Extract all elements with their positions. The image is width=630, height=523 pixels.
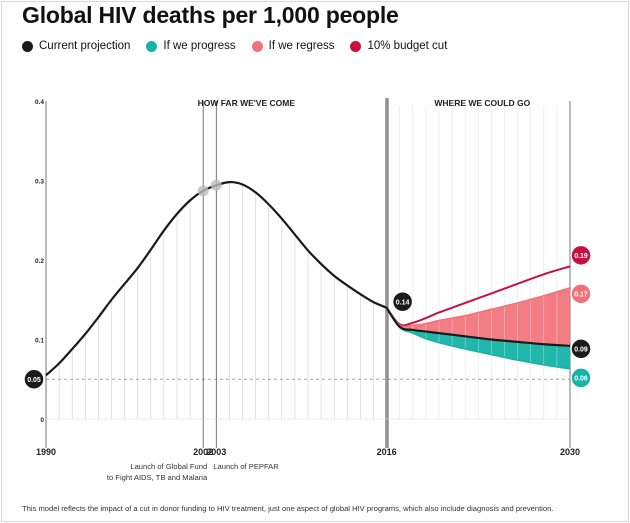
y-tick-label: 0 [40,417,44,424]
value-label-circle [391,290,414,313]
legend-dot [251,40,263,52]
legend-dot [146,40,158,52]
footnote: This model reflects the impact of a cut … [22,504,554,513]
x-tick-label: 1990 [36,447,56,457]
legend: Current projection If we progress If we … [22,40,447,52]
legend-dot [22,40,33,52]
milestone-marker [210,179,222,191]
series-line-progress [385,307,571,370]
legend-label: Current projection [39,40,131,52]
x-tick-label: 2003 [206,447,226,457]
y-tick-label: 0.2 [35,258,44,265]
legend-label: If we progress [163,40,236,52]
milestone-marker [197,185,209,197]
value-label: 0.14 [396,299,410,306]
legend-item: Current projection [22,40,130,52]
series-line-budget-cut [385,265,571,327]
annotation-text: Launch of PEPFAR [213,462,279,471]
value-label: 0.05 [27,377,41,384]
section-label: WHERE WE COULD GO [434,98,530,108]
value-label-circle [570,367,592,389]
value-label: 0.17 [574,291,588,298]
legend-label: 10% budget cut [367,40,448,52]
series-line-regress [385,287,571,328]
value-label-circle [570,338,592,360]
value-label-circle [570,283,592,305]
legend-item: 10% budget cut [350,40,447,52]
legend-dot [350,40,362,52]
x-tick-label: 2016 [377,447,397,457]
y-tick-label: 0.3 [35,179,44,186]
chart-title: Global HIV deaths per 1,000 people [22,2,399,28]
legend-item: If we regress [251,40,335,52]
value-label-circle [23,368,45,390]
y-tick-label: 0.4 [35,99,44,106]
y-tick-label: 0.1 [35,338,44,345]
value-label: 0.09 [574,346,588,353]
x-tick-label: 2030 [560,447,580,457]
legend-label: If we regress [268,40,335,52]
value-label-circle [570,244,592,267]
legend-item: If we progress [146,40,236,52]
x-tick-label: 2002 [193,447,213,457]
section-label: HOW FAR WE'VE COME [198,98,296,108]
series-line-current-projection [385,307,571,347]
annotation-text: Launch of Global Fund [130,462,207,471]
value-label: 0.19 [574,253,588,260]
annotation-text: to Fight AIDS, TB and Malaria [107,473,208,482]
value-label: 0.06 [574,376,588,383]
